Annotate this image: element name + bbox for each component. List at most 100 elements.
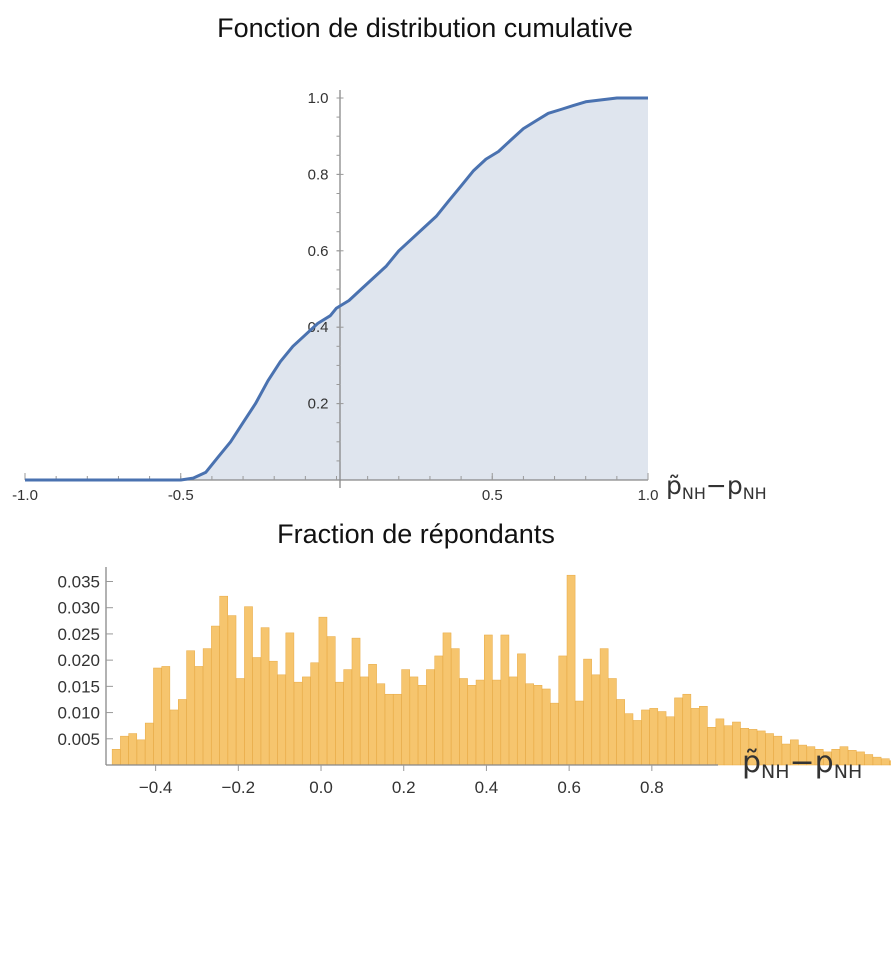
histogram-bar: [475, 679, 485, 766]
histogram-x-tick-label: −0.4: [139, 778, 173, 797]
cdf-y-tick-label: 0.2: [308, 396, 329, 413]
histogram-y-tick-label: 0.035: [57, 572, 100, 591]
histogram-x-tick-label: 0.4: [475, 778, 499, 797]
cdf-area-fill: [25, 98, 648, 480]
histogram-bar: [326, 636, 336, 766]
histogram-bar: [881, 758, 890, 766]
histogram-bar: [682, 693, 692, 766]
histogram-bar: [508, 676, 518, 766]
histogram-y-tick-label: 0.030: [57, 599, 100, 618]
histogram-bar: [517, 653, 526, 766]
histogram-y-tick-label: 0.015: [57, 677, 100, 696]
histogram-bar: [128, 733, 138, 766]
histogram-bar: [144, 722, 154, 766]
cdf-y-tick-label: 0.8: [308, 166, 329, 183]
histogram-bar: [202, 648, 212, 766]
histogram-bar: [674, 697, 683, 766]
histogram-bar: [343, 669, 353, 766]
histogram-bar: [616, 699, 625, 766]
histogram-bar: [723, 725, 733, 766]
histogram-bar: [690, 708, 700, 766]
histogram-bar: [269, 660, 278, 766]
histogram-bar: [293, 681, 303, 766]
histogram-bar: [492, 679, 501, 766]
histogram-bar: [178, 699, 187, 766]
histogram-bar: [401, 669, 410, 766]
histogram-bar: [442, 632, 452, 766]
histogram-bar: [591, 674, 601, 766]
cdf-y-tick-label: 0.4: [308, 319, 329, 336]
histogram-bar: [351, 637, 361, 766]
histogram-x-tick-label: −0.2: [222, 778, 256, 797]
histogram-bar: [699, 706, 708, 766]
histogram-bar: [599, 648, 609, 766]
histogram-bar: [872, 756, 882, 766]
histogram-bar: [558, 655, 568, 766]
histogram-bar: [244, 606, 253, 766]
histogram-bar: [359, 676, 369, 766]
histogram-bar: [368, 664, 377, 766]
histogram-bar: [484, 634, 493, 766]
histogram-x-tick-label: 0.6: [557, 778, 581, 797]
histogram-bar: [426, 669, 435, 766]
cdf-x-axis-label: p̃NH−pNH: [666, 471, 767, 503]
histogram-bar: [525, 683, 535, 766]
histogram-bar: [285, 632, 295, 766]
cdf-x-tick-label: -0.5: [168, 487, 194, 504]
histogram-bar: [434, 655, 444, 766]
histogram-bar: [260, 627, 270, 766]
histogram-bar: [608, 678, 617, 766]
cdf-x-tick-label: -1.0: [12, 487, 38, 504]
histogram-bar: [409, 676, 419, 766]
histogram-bar: [641, 709, 650, 766]
histogram-y-tick-label: 0.010: [57, 704, 100, 723]
histogram-bar: [376, 683, 386, 766]
histogram-bar: [120, 735, 129, 766]
histogram-bar: [657, 711, 667, 766]
histogram-bar: [302, 676, 311, 766]
histogram-bar: [186, 650, 195, 766]
histogram-y-tick-label: 0.025: [57, 625, 100, 644]
histogram-bar: [393, 693, 402, 766]
histogram-bar: [136, 739, 146, 766]
cdf-x-tick-label: 1.0: [638, 487, 659, 504]
histogram-bar: [533, 685, 543, 766]
histogram-bar: [384, 693, 394, 766]
histogram-bar: [500, 634, 510, 766]
histogram-bar: [864, 754, 874, 766]
histogram-bar: [277, 674, 286, 766]
histogram-bar: [450, 648, 460, 766]
histogram-y-tick-label: 0.005: [57, 730, 100, 749]
histogram-bar: [459, 678, 468, 766]
histogram-bar: [732, 721, 741, 766]
histogram-chart: Fraction de répondants 0.005 0.010 0.015 0.…: [57, 519, 891, 797]
histogram-bar: [566, 574, 576, 766]
histogram-bar: [252, 657, 262, 766]
histogram-bar: [889, 760, 891, 766]
histogram-bar: [707, 727, 716, 766]
histogram-bar: [153, 667, 162, 766]
histogram-bar: [715, 718, 725, 766]
histogram-bar: [227, 615, 237, 766]
histogram-bar: [111, 749, 121, 766]
histogram-bar: [649, 708, 659, 766]
cdf-line: [25, 96, 648, 482]
histogram-bar: [219, 595, 228, 766]
histogram-x-tick-label: 0.2: [392, 778, 416, 797]
histogram-x-tick-label: 0.0: [309, 778, 333, 797]
histogram-y-tick-label: 0.020: [57, 651, 100, 670]
cdf-title: Fonction de distribution cumulative: [217, 13, 633, 43]
histogram-bar: [235, 678, 245, 766]
histogram-x-axis-label: p̃NH−pNH: [742, 745, 862, 783]
histogram-bar: [318, 616, 328, 766]
cdf-x-tick-label: 0.5: [482, 487, 503, 504]
histogram-bar: [417, 685, 427, 766]
histogram-bar: [632, 720, 642, 766]
histogram-x-tick-label: 0.8: [640, 778, 664, 797]
histogram-bar: [665, 716, 675, 766]
histogram-bar: [335, 681, 344, 766]
histogram-bar: [541, 688, 551, 766]
histogram-bar: [310, 662, 319, 766]
cdf-y-tick-label: 1.0: [308, 90, 329, 107]
